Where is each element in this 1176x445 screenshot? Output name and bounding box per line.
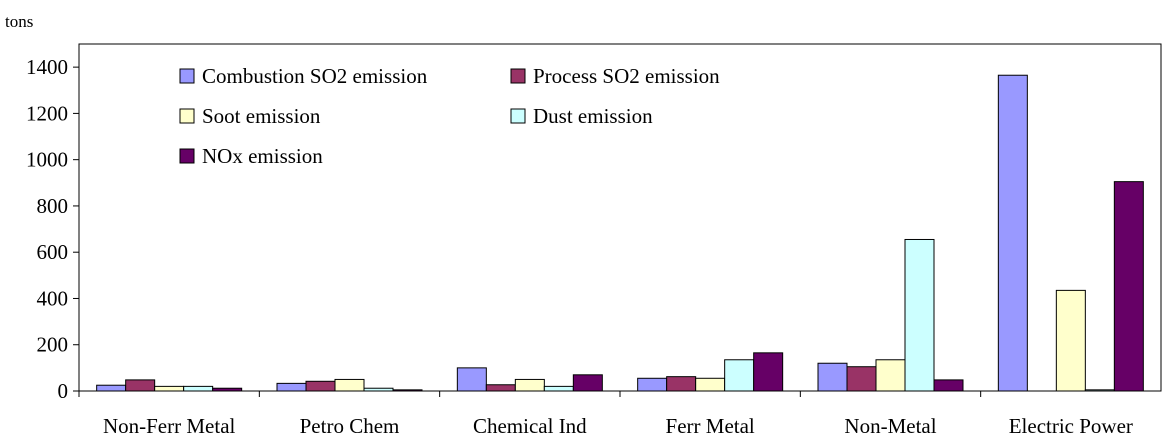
bar bbox=[753, 352, 784, 392]
bar bbox=[212, 387, 243, 392]
bar bbox=[96, 384, 127, 392]
y-tick-label: 200 bbox=[37, 333, 69, 357]
bar bbox=[1055, 289, 1086, 392]
x-tick-label: Non-Ferr Metal bbox=[103, 414, 236, 438]
bar bbox=[305, 380, 336, 392]
bar bbox=[904, 238, 935, 392]
bar bbox=[125, 379, 156, 392]
bar bbox=[724, 359, 755, 392]
legend: Combustion SO2 emission Process SO2 emiss… bbox=[179, 64, 720, 168]
y-tick-label: 1200 bbox=[26, 101, 68, 125]
legend-label: Soot emission bbox=[202, 104, 321, 128]
legend-swatch bbox=[179, 108, 195, 124]
y-tick-label: 400 bbox=[37, 286, 69, 310]
x-tick-label: Petro Chem bbox=[300, 414, 400, 438]
bars bbox=[96, 74, 1144, 392]
bar bbox=[276, 382, 307, 392]
legend-swatch bbox=[510, 68, 526, 84]
bar bbox=[514, 378, 545, 392]
x-tick-label: Non-Metal bbox=[844, 414, 936, 438]
bar bbox=[154, 385, 185, 392]
bar bbox=[392, 389, 423, 392]
legend-label: Process SO2 emission bbox=[533, 64, 720, 88]
y-tick-label: 1000 bbox=[26, 148, 68, 172]
bar bbox=[1113, 181, 1144, 392]
y-tick-label: 1400 bbox=[26, 55, 68, 79]
bar bbox=[334, 378, 365, 392]
x-tick-label: Ferr Metal bbox=[666, 414, 755, 438]
y-axis-label: tons bbox=[5, 12, 33, 31]
bar bbox=[363, 387, 394, 392]
x-axis-labels: Non-Ferr Metal Petro Chem Chemical Ind Ferr… bbox=[78, 391, 1133, 438]
bar bbox=[183, 385, 214, 392]
legend-label: Dust emission bbox=[533, 104, 653, 128]
bar bbox=[846, 366, 877, 392]
bar bbox=[572, 374, 603, 392]
legend-swatch bbox=[510, 108, 526, 124]
bar bbox=[637, 377, 668, 392]
legend-swatch bbox=[179, 148, 195, 164]
bar bbox=[997, 74, 1028, 392]
bar bbox=[543, 385, 574, 392]
legend-label: Combustion SO2 emission bbox=[202, 64, 428, 88]
legend-label: NOx emission bbox=[202, 144, 323, 168]
bar bbox=[666, 376, 697, 392]
bar bbox=[485, 384, 516, 392]
bar bbox=[933, 379, 964, 392]
bar bbox=[875, 359, 906, 392]
legend-swatch bbox=[179, 68, 195, 84]
y-tick-label: 600 bbox=[37, 240, 69, 264]
y-tick-label: 800 bbox=[37, 194, 69, 218]
y-tick-label: 0 bbox=[58, 379, 69, 403]
y-axis-ticks: 0 200 400 600 800 1000 1200 1400 bbox=[26, 55, 79, 403]
x-tick-label: Electric Power bbox=[1009, 414, 1133, 438]
x-tick-label: Chemical Ind bbox=[473, 414, 587, 438]
bar bbox=[817, 362, 848, 392]
bar bbox=[695, 377, 726, 392]
bar bbox=[456, 367, 487, 392]
bar bbox=[1084, 389, 1115, 392]
